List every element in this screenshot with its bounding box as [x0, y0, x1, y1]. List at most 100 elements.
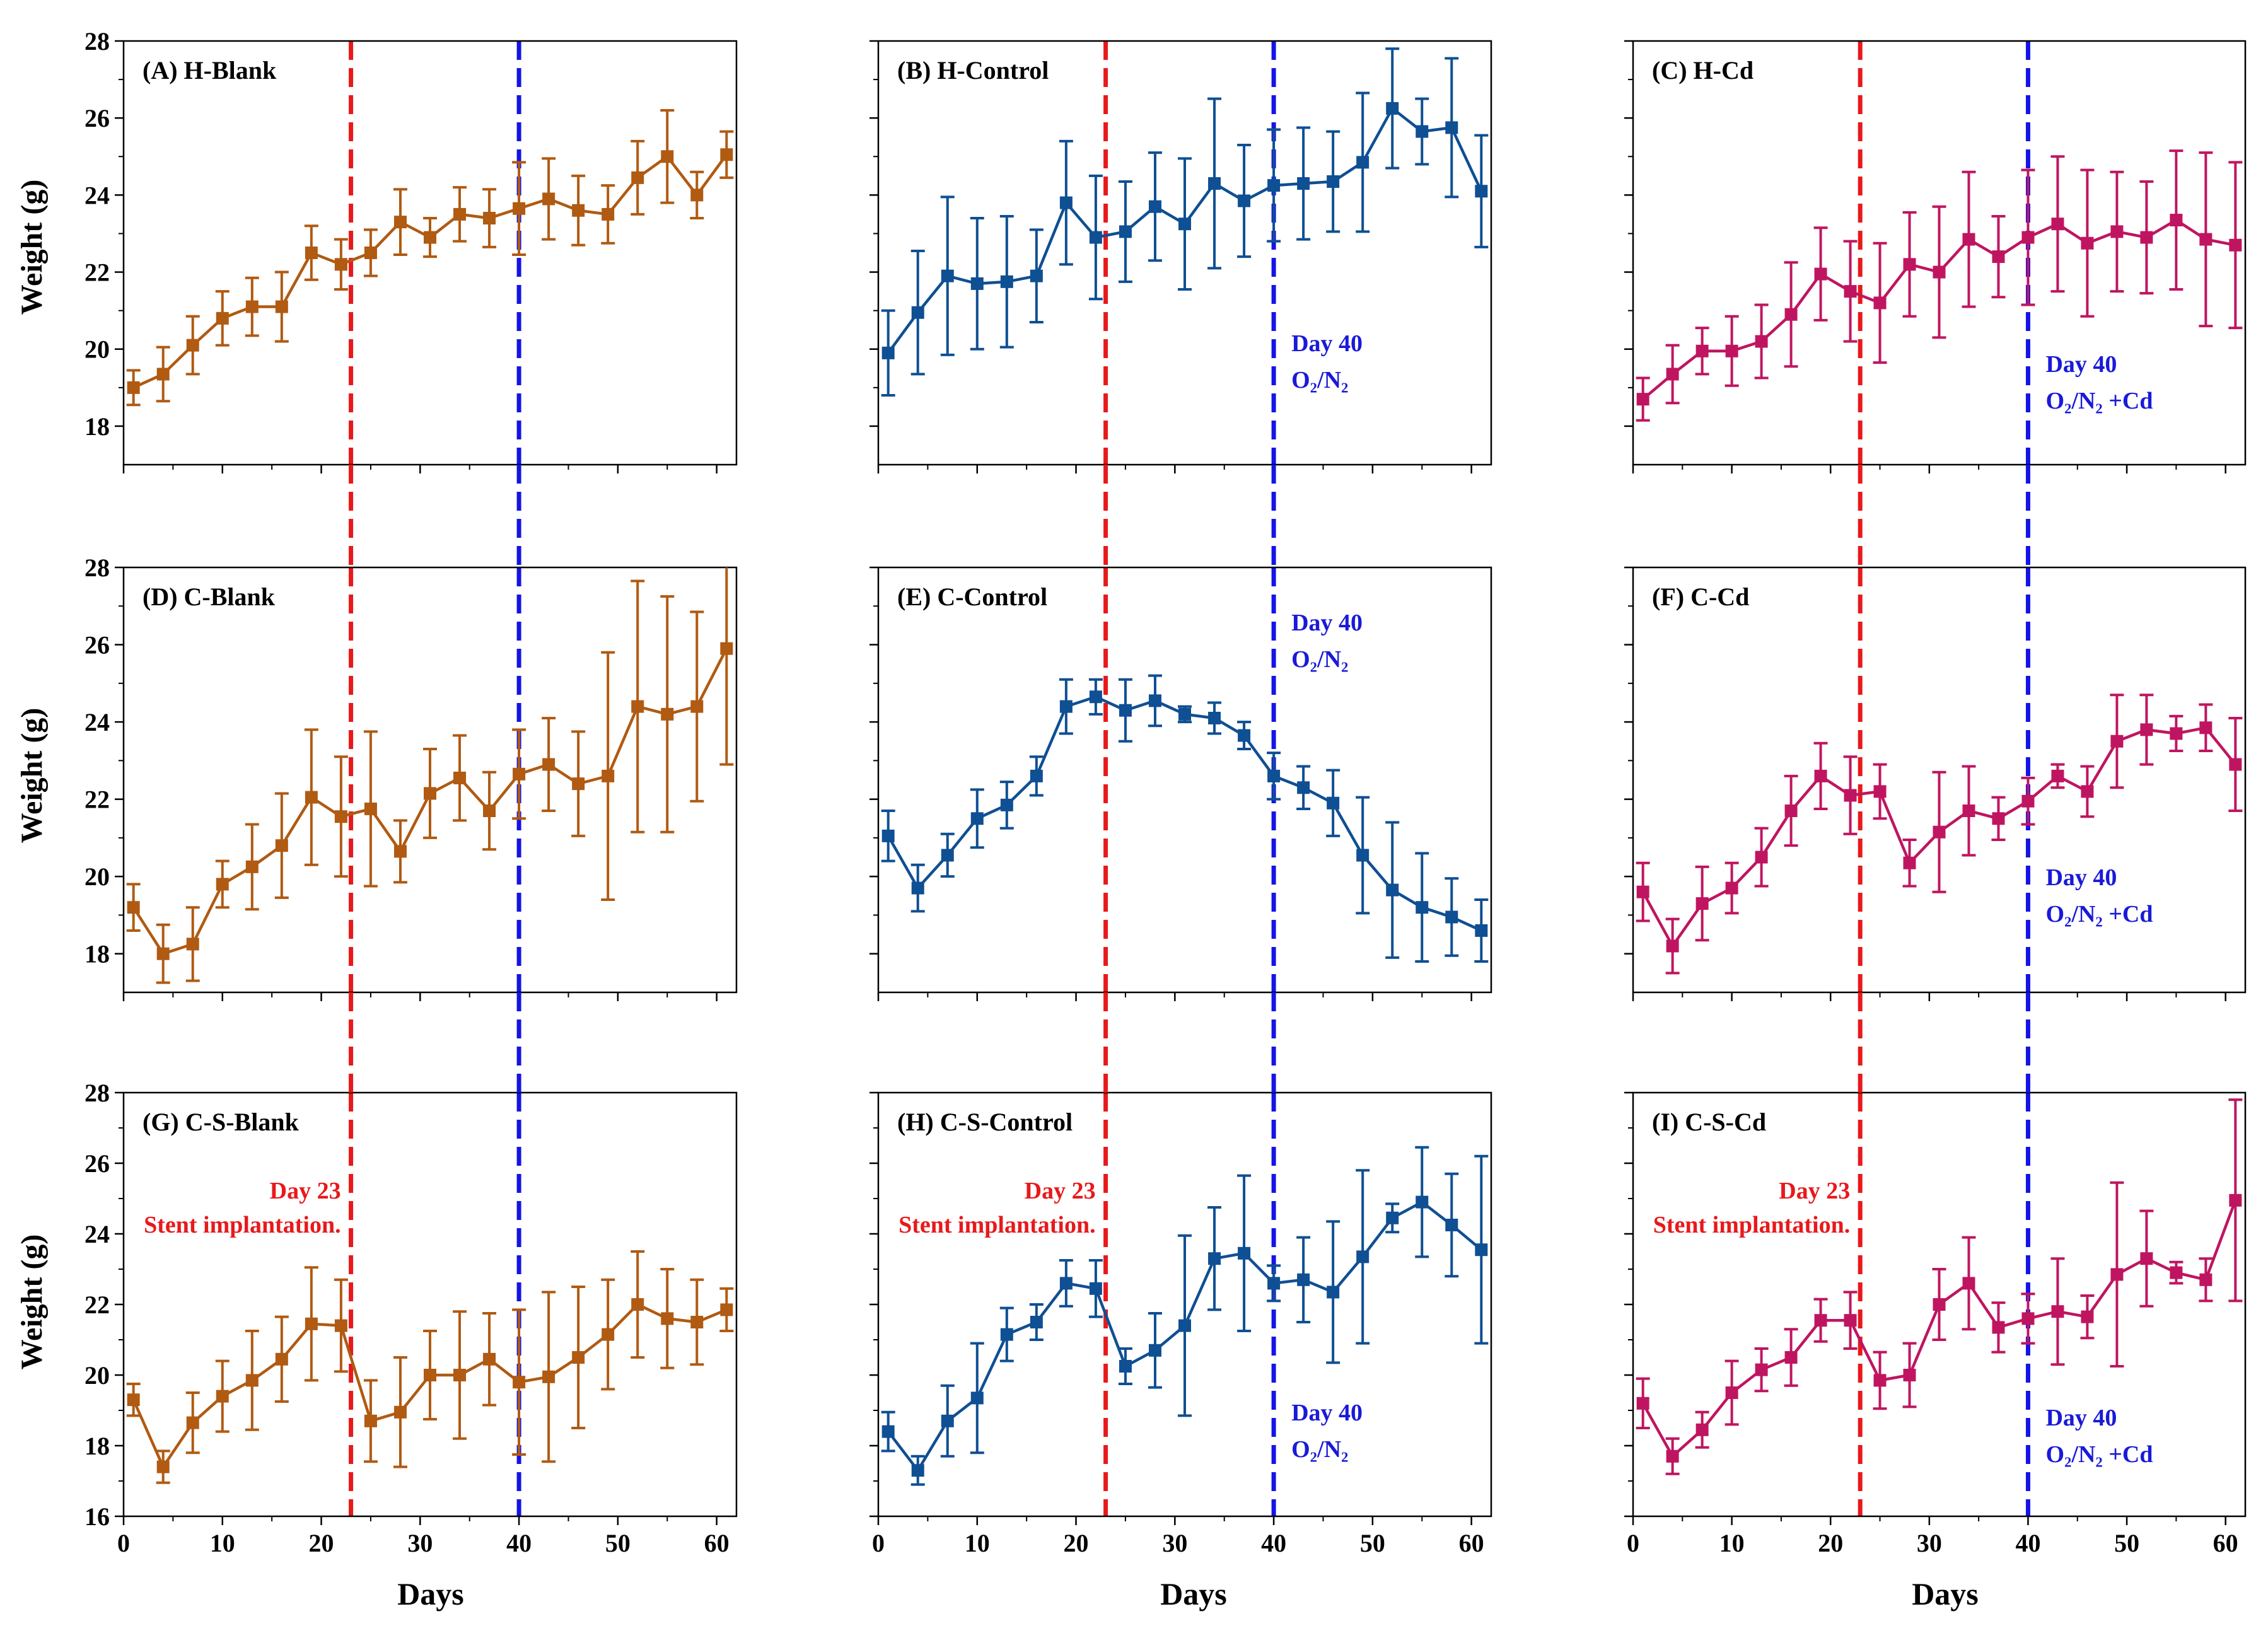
panel-e-point-17 — [1385, 821, 1400, 959]
panel-i-point-10 — [1932, 1268, 1946, 1341]
panel-a-point-3 — [215, 290, 230, 347]
panel-e-title: (E) C-Control — [897, 583, 1047, 611]
panel-b-point-11 — [1207, 97, 1222, 270]
panel-h-point-2 — [940, 1384, 955, 1458]
annotation-day40-text: O₂/N₂ — [1291, 1436, 1348, 1463]
panel-b-point-10 — [1178, 157, 1192, 291]
panel-a-point-10 — [423, 217, 437, 258]
data-marker — [941, 1414, 954, 1427]
data-marker — [690, 189, 704, 202]
data-marker — [1089, 690, 1102, 704]
panel-g-point-20 — [719, 1287, 734, 1332]
data-marker — [1933, 265, 1946, 279]
data-marker — [1416, 901, 1429, 914]
panel-i-point-14 — [2050, 1257, 2065, 1366]
data-marker — [1725, 881, 1738, 895]
panel-c-point-17 — [2139, 180, 2154, 295]
data-marker — [1089, 231, 1102, 244]
data-marker — [127, 901, 140, 914]
data-marker — [216, 311, 229, 325]
panel-i-point-2 — [1695, 1410, 1709, 1449]
panel-i-point-19 — [2199, 1257, 2213, 1303]
panel-c-point-15 — [2080, 168, 2095, 318]
panel-h-point-12 — [1237, 1174, 1252, 1332]
panel-d-point-19 — [690, 610, 704, 803]
data-marker — [2170, 214, 2183, 227]
panel-h-point-6 — [1059, 1259, 1073, 1308]
annotation-day23-title: Day 23 — [1779, 1178, 1850, 1204]
panel-e-point-18 — [1415, 852, 1429, 963]
data-marker — [631, 1298, 644, 1311]
panel-a-point-13 — [512, 161, 526, 257]
data-marker — [186, 938, 199, 951]
panel-f-point-4 — [1754, 827, 1769, 888]
data-marker — [245, 1374, 259, 1387]
annotation-day40-title: Day 40 — [1291, 610, 1363, 636]
data-marker — [1178, 707, 1191, 721]
data-marker — [1445, 910, 1458, 924]
data-marker — [1297, 781, 1310, 794]
data-marker — [483, 804, 496, 818]
data-marker — [424, 787, 436, 800]
data-marker — [424, 1369, 436, 1381]
data-marker — [1059, 196, 1073, 209]
data-marker — [245, 300, 259, 313]
data-marker — [1208, 177, 1221, 190]
panel-d-point-8 — [363, 730, 378, 888]
data-marker — [334, 258, 347, 271]
data-marker — [1962, 233, 1975, 246]
panel-i-point-12 — [1991, 1301, 2006, 1354]
panel-f-point-18 — [2169, 714, 2184, 753]
panel-a-point-2 — [185, 315, 200, 376]
data-marker — [1725, 344, 1738, 357]
panel-f-point-19 — [2199, 703, 2213, 753]
panel-g-point-6 — [304, 1266, 318, 1382]
panel-g-ytick-label-26: 26 — [84, 1149, 110, 1178]
data-marker — [542, 1370, 555, 1383]
panel-h-point-15 — [1326, 1220, 1340, 1364]
data-marker — [1962, 804, 1975, 818]
data-marker — [661, 1312, 674, 1325]
panel-g-point-4 — [245, 1330, 259, 1431]
panel-f-point-13 — [2021, 776, 2035, 826]
panel-i-point-5 — [1784, 1328, 1798, 1387]
panel-g-ytick-label-22: 22 — [84, 1291, 110, 1319]
data-marker — [1903, 258, 1916, 271]
data-marker — [156, 368, 170, 381]
panel-c-point-0 — [1636, 376, 1650, 422]
data-marker — [334, 810, 347, 823]
panel-d-point-6 — [304, 728, 318, 866]
data-marker — [1666, 939, 1679, 953]
panel-i-xtick-label-50: 50 — [2114, 1529, 2139, 1557]
panel-c-point-9 — [1902, 211, 1917, 318]
annotation-day40-title: Day 40 — [2045, 864, 2117, 891]
panel-b-point-19 — [1445, 57, 1459, 199]
data-marker — [2140, 723, 2153, 736]
panel-g: 0 10 20 30 40 50 60 16 18 20 22 24 26 28 (G) C-S-Blank — [84, 1079, 738, 1557]
data-marker — [275, 1352, 288, 1366]
panel-e-point-3 — [970, 788, 984, 849]
data-marker — [305, 1317, 318, 1330]
data-marker — [1814, 769, 1827, 782]
data-marker — [1327, 1286, 1340, 1299]
panel-g-point-0 — [126, 1383, 141, 1417]
panel-f-point-6 — [1813, 741, 1828, 810]
panel-f-point-10 — [1932, 770, 1946, 893]
data-marker — [1755, 335, 1768, 348]
data-marker — [1297, 1273, 1310, 1286]
data-marker — [1475, 924, 1488, 937]
data-marker — [1148, 200, 1161, 213]
data-marker — [2199, 721, 2213, 735]
panel-h-point-4 — [999, 1306, 1014, 1362]
panel-f-point-2 — [1695, 865, 1709, 942]
panel-e-point-13 — [1267, 752, 1281, 801]
panel-g-point-2 — [185, 1391, 200, 1455]
panel-g-point-16 — [601, 1278, 615, 1391]
data-marker — [1992, 812, 2005, 825]
data-marker — [1267, 769, 1281, 782]
panel-g-xtick-label-40: 40 — [506, 1529, 532, 1557]
panel-f-point-15 — [2080, 765, 2095, 818]
panel-b-point-7 — [1088, 174, 1103, 301]
panel-a-point-15 — [571, 174, 586, 247]
panel-h-point-14 — [1296, 1236, 1311, 1323]
